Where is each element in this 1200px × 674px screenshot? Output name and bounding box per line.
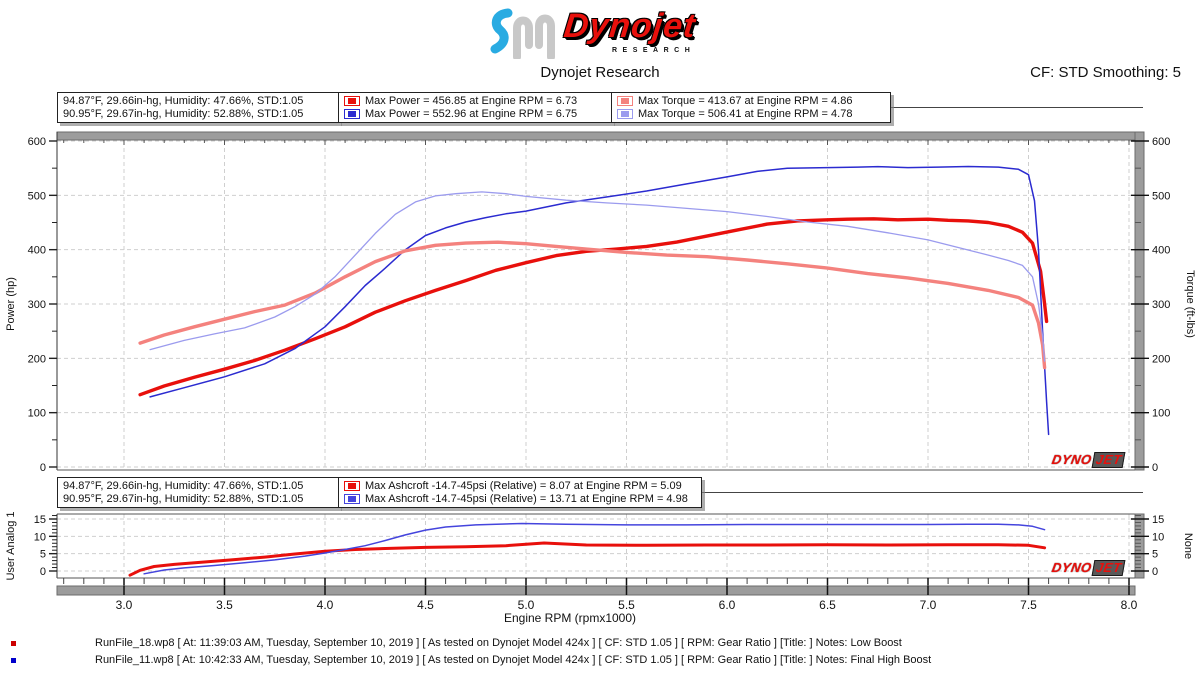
page-title: Dynojet Research bbox=[540, 64, 660, 81]
max-power-run2-label: Max Power = 552.96 at Engine RPM = 6.75 bbox=[365, 107, 578, 120]
svg-text:100: 100 bbox=[1152, 408, 1170, 420]
svg-text:6.5: 6.5 bbox=[819, 598, 836, 612]
svg-text:3.0: 3.0 bbox=[116, 598, 133, 612]
max-torque-run2-label: Max Torque = 506.41 at Engine RPM = 4.78 bbox=[638, 107, 853, 120]
dynojet-logo-mark-icon bbox=[490, 8, 555, 59]
svg-text:500: 500 bbox=[28, 190, 46, 202]
max-torque-legend-box: Max Torque = 413.67 at Engine RPM = 4.86… bbox=[611, 92, 891, 123]
run2-color-swatch bbox=[11, 658, 16, 663]
watermark-dyno-text: DYNO bbox=[1050, 452, 1093, 467]
run2-file-entry: RunFile_11.wp8 [ At: 10:42:33 AM, Tuesda… bbox=[95, 654, 932, 666]
analog-axis-title: User Analog 1 bbox=[5, 511, 17, 580]
conditions2-run2: 90.95°F, 29.67in-hg, Humidity: 52.88%, S… bbox=[63, 492, 304, 505]
max-boost-run1-label: Max Ashcroft -14.7-45psi (Relative) = 8.… bbox=[365, 479, 682, 492]
svg-text:600: 600 bbox=[28, 136, 46, 148]
none-axis-title: None bbox=[1182, 533, 1194, 559]
svg-text:7.5: 7.5 bbox=[1020, 598, 1037, 612]
svg-text:15: 15 bbox=[34, 514, 46, 526]
logo-wordmark-text: Dynojet bbox=[562, 7, 698, 45]
dynojet-watermark-boost: DYNO JET bbox=[1050, 560, 1126, 576]
svg-text:200: 200 bbox=[28, 353, 46, 365]
rpm-axis-title: Engine RPM (rpmx1000) bbox=[504, 611, 636, 625]
conditions-run2: 90.95°F, 29.67in-hg, Humidity: 52.88%, S… bbox=[63, 107, 304, 120]
dynojet-watermark-main: DYNO JET bbox=[1050, 452, 1126, 468]
svg-text:400: 400 bbox=[28, 245, 46, 257]
boost-run1-swatch-icon bbox=[344, 480, 360, 491]
svg-text:500: 500 bbox=[1152, 190, 1170, 202]
watermark-jet-text-2: JET bbox=[1091, 560, 1126, 576]
watermark-jet-text: JET bbox=[1091, 452, 1126, 468]
svg-text:5: 5 bbox=[1152, 549, 1158, 561]
svg-text:5.5: 5.5 bbox=[618, 598, 635, 612]
max-torque-run1-label: Max Torque = 413.67 at Engine RPM = 4.86 bbox=[638, 94, 853, 107]
conditions2-run1: 94.87°F, 29.66in-hg, Humidity: 47.66%, S… bbox=[63, 479, 304, 492]
svg-text:0: 0 bbox=[40, 566, 46, 578]
logo-research-label: RESEARCH bbox=[612, 47, 696, 54]
power-run2-swatch-icon bbox=[344, 108, 360, 119]
svg-text:200: 200 bbox=[1152, 353, 1170, 365]
run1-file-entry: RunFile_18.wp8 [ At: 11:39:03 AM, Tuesda… bbox=[95, 637, 902, 649]
max-boost-run2-label: Max Ashcroft -14.7-45psi (Relative) = 13… bbox=[365, 492, 688, 505]
svg-text:5.0: 5.0 bbox=[518, 598, 535, 612]
torque-axis-title: Torque (ft-lbs) bbox=[1184, 270, 1196, 338]
conditions-box-2: 94.87°F, 29.66in-hg, Humidity: 47.66%, S… bbox=[57, 477, 339, 508]
max-power-run1-label: Max Power = 456.85 at Engine RPM = 6.73 bbox=[365, 94, 578, 107]
max-power-legend-box: Max Power = 456.85 at Engine RPM = 6.73 … bbox=[338, 92, 612, 123]
svg-text:300: 300 bbox=[28, 299, 46, 311]
boost-chart: User Analog 1 None Engine RPM (rpmx1000)… bbox=[5, 511, 1194, 625]
svg-text:5: 5 bbox=[40, 549, 46, 561]
svg-text:3.5: 3.5 bbox=[216, 598, 233, 612]
svg-text:6.0: 6.0 bbox=[719, 598, 736, 612]
svg-text:0: 0 bbox=[1152, 462, 1158, 474]
torque-run1-swatch-icon bbox=[617, 95, 633, 106]
conditions-box: 94.87°F, 29.66in-hg, Humidity: 47.66%, S… bbox=[57, 92, 339, 123]
max-boost-legend-box: Max Ashcroft -14.7-45psi (Relative) = 8.… bbox=[338, 477, 702, 508]
watermark-dyno-text-2: DYNO bbox=[1050, 560, 1093, 575]
run1-color-swatch bbox=[11, 641, 16, 646]
power-axis-title: Power (hp) bbox=[5, 277, 17, 331]
torque-run2-swatch-icon bbox=[617, 108, 633, 119]
svg-text:0: 0 bbox=[1152, 566, 1158, 578]
dynojet-logo-wordmark: Dynojet RESEARCH bbox=[562, 7, 754, 54]
conditions-run1: 94.87°F, 29.66in-hg, Humidity: 47.66%, S… bbox=[63, 94, 304, 107]
boost-run2-swatch-icon bbox=[344, 493, 360, 504]
svg-text:10: 10 bbox=[34, 531, 46, 543]
svg-text:8.0: 8.0 bbox=[1121, 598, 1138, 612]
svg-text:4.5: 4.5 bbox=[417, 598, 434, 612]
svg-text:7.0: 7.0 bbox=[920, 598, 937, 612]
svg-text:15: 15 bbox=[1152, 514, 1164, 526]
svg-text:0: 0 bbox=[40, 462, 46, 474]
svg-text:400: 400 bbox=[1152, 245, 1170, 257]
power-run1-swatch-icon bbox=[344, 95, 360, 106]
power-torque-chart: Power (hp) Torque (ft-lbs) 0 0 100 100 200 20… bbox=[5, 131, 1196, 474]
cf-smoothing-label: CF: STD Smoothing: 5 bbox=[1030, 64, 1181, 81]
svg-text:300: 300 bbox=[1152, 299, 1170, 311]
svg-text:10: 10 bbox=[1152, 531, 1164, 543]
svg-text:100: 100 bbox=[28, 408, 46, 420]
svg-text:600: 600 bbox=[1152, 136, 1170, 148]
svg-text:4.0: 4.0 bbox=[317, 598, 334, 612]
